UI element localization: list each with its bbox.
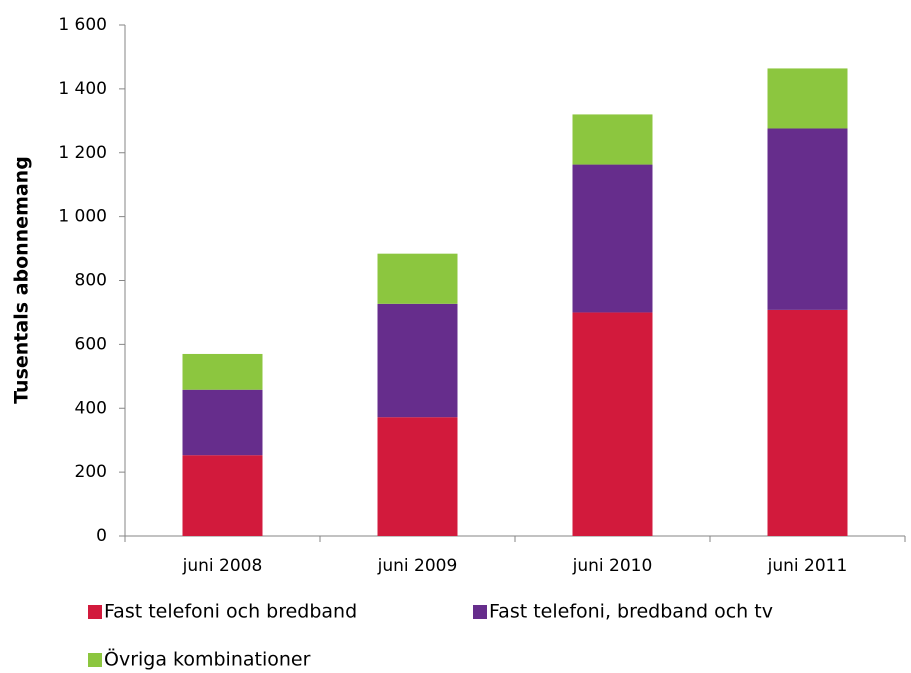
bar-segment xyxy=(572,164,653,313)
bar-segment xyxy=(572,312,653,536)
y-tick-label: 1 400 xyxy=(58,79,107,99)
bar-segment xyxy=(572,114,653,165)
legend-swatch xyxy=(88,605,102,619)
y-tick-label: 1 000 xyxy=(58,207,107,227)
bar-segment xyxy=(182,353,263,390)
y-tick-label: 1 600 xyxy=(58,15,107,35)
legend-label: Fast telefoni, bredband och tv xyxy=(489,601,773,623)
bar-segment xyxy=(767,309,848,536)
bar-segment xyxy=(182,455,263,536)
legend-swatch xyxy=(88,653,102,667)
y-tick-label: 600 xyxy=(75,334,107,354)
bar-segment xyxy=(377,417,458,536)
x-tick-label: juni 2008 xyxy=(182,556,263,576)
legend-label: Övriga kombinationer xyxy=(104,648,311,671)
x-tick-label: juni 2010 xyxy=(572,556,653,576)
y-tick-label: 0 xyxy=(96,526,107,546)
x-tick-label: juni 2009 xyxy=(377,556,458,576)
y-tick-label: 200 xyxy=(75,462,107,482)
legend-label: Fast telefoni och bredband xyxy=(104,601,357,623)
bar-segment xyxy=(767,128,848,310)
bar-segment xyxy=(377,253,458,304)
bar-segment xyxy=(767,68,848,129)
x-tick-label: juni 2011 xyxy=(767,556,848,576)
bar-segment xyxy=(377,303,458,418)
y-tick-label: 800 xyxy=(75,271,107,291)
legend-swatch xyxy=(473,605,487,619)
bar-segment xyxy=(182,389,263,456)
y-tick-label: 1 200 xyxy=(58,143,107,163)
y-tick-label: 400 xyxy=(75,398,107,418)
y-axis-label: Tusentals abonnemang xyxy=(11,156,33,404)
